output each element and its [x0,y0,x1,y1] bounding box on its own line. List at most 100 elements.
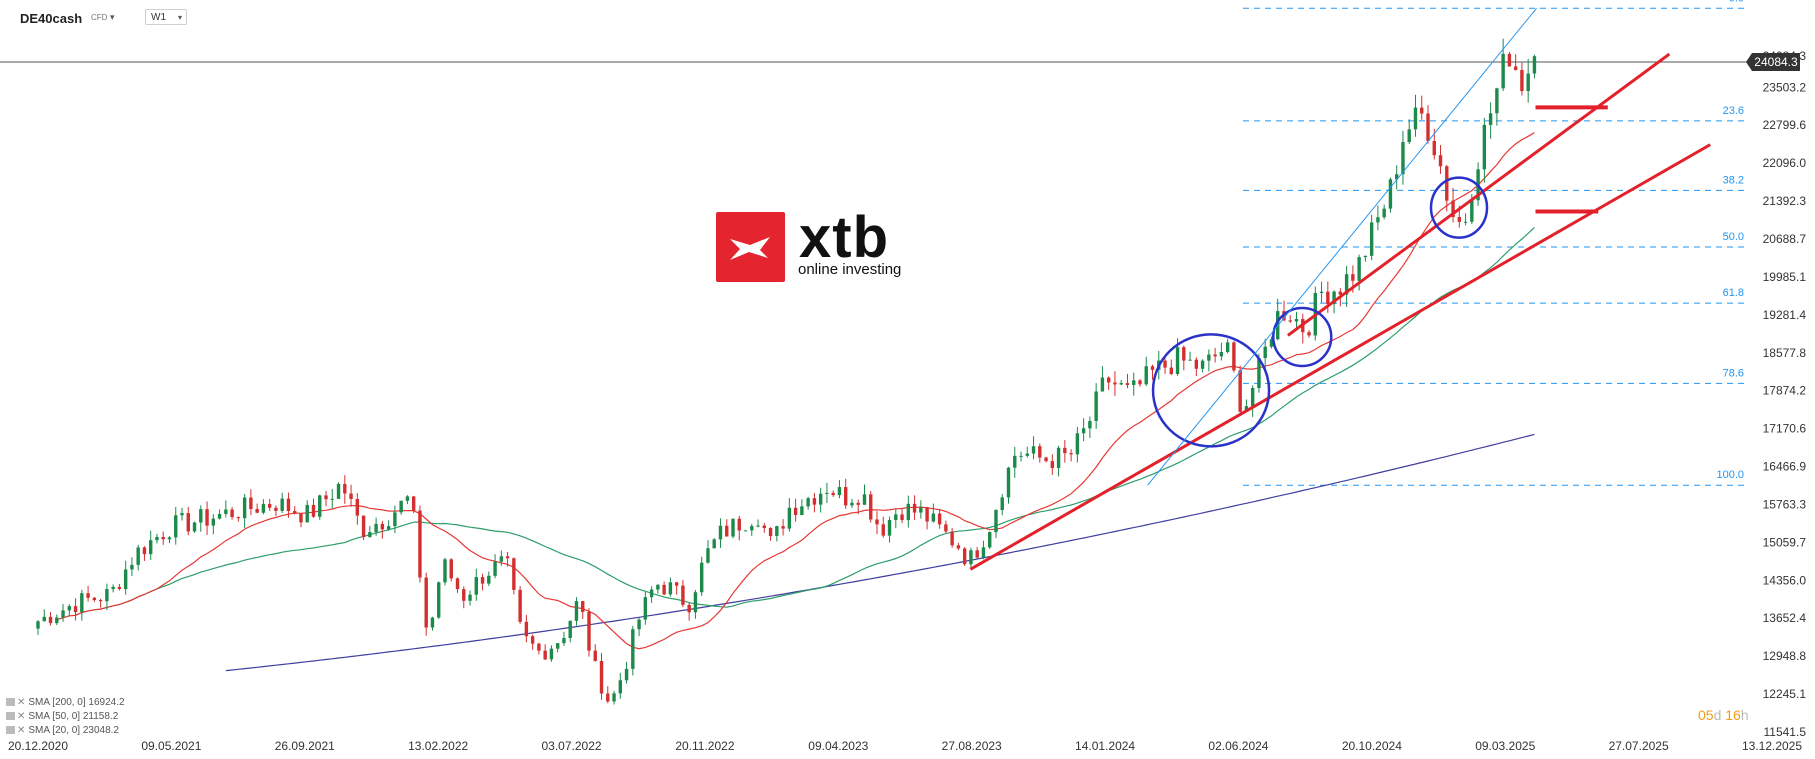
candle-body [1520,70,1524,92]
candle-body [850,502,854,506]
chevron-down-icon[interactable]: ▾ [110,12,115,22]
candle-body [1351,274,1355,281]
candle-body [430,617,435,628]
candle-body [812,498,817,505]
candle-body [1138,380,1142,385]
candle-body [793,507,798,516]
legend-item-sma20[interactable]: ✕ SMA [20, 0] 23048.2 [6,724,125,738]
current-price-tag: 24084.3 [1746,53,1800,71]
candle-body [1357,257,1361,281]
candle-body [1150,366,1155,370]
candle-body [111,586,115,590]
candle-body [86,593,90,598]
legend-item-sma50[interactable]: ✕ SMA [50, 0] 21158.2 [6,710,125,724]
candle-body [1056,447,1061,469]
close-icon[interactable]: ✕ [17,711,26,722]
price-tick-label: 19281.4 [1763,308,1807,322]
candle-body [1119,383,1123,385]
candle-body [1175,347,1180,374]
date-tick-label: 14.01.2024 [1075,739,1135,753]
symbol-label[interactable]: DE40cash [20,11,83,26]
candle-body [355,498,360,516]
candle-body [1288,320,1292,322]
candle-body [1144,366,1148,385]
candle-body [981,547,986,558]
candle-body [906,503,911,521]
candle-body [537,643,541,651]
fib-level-label: 0.0 [1729,0,1744,4]
candle-body [1019,455,1023,457]
candle-body [493,561,497,576]
candle-body [881,524,885,536]
candle-body [562,638,566,644]
trend-channel-drawings[interactable] [969,7,1712,571]
candle-body [405,496,410,501]
candle-body [274,507,278,511]
candle-body [1501,53,1505,89]
candle-body [912,503,917,513]
candle-body [1401,142,1405,175]
fib-level-label: 23.6 [1723,105,1744,117]
price-tick-label: 15059.7 [1763,535,1807,549]
candle-body [756,525,760,527]
candle-body [462,589,466,601]
candle-body [261,503,266,513]
candle-body [687,604,691,613]
legend-item-sma200[interactable]: ✕ SMA [200, 0] 16924.2 [6,696,125,710]
candle-body [267,503,272,508]
annotation-circle [1151,333,1271,448]
candle-body [73,606,78,613]
price-tick-label: 17874.2 [1763,384,1807,398]
candle-body [280,498,284,511]
price-tick-label: 12245.1 [1763,687,1807,701]
candle-body [931,513,936,522]
price-tick-label: 17170.6 [1763,422,1807,436]
candle-body [1445,166,1449,201]
candle-body [1388,179,1393,209]
price-axis[interactable]: 24084.323503.222799.622096.021392.320688… [1763,49,1807,739]
candle-body [474,577,478,595]
channel-lower-line [969,143,1712,571]
candle-body [1169,367,1173,374]
candle-body [161,536,165,540]
candle-body [1532,56,1537,74]
close-icon[interactable]: ✕ [17,725,26,736]
candle-body [67,606,72,611]
indicator-legend: ✕ SMA [200, 0] 16924.2 ✕ SMA [50, 0] 21158… [6,696,125,738]
candle-body [718,525,723,540]
candle-body [443,559,447,583]
price-tick-label: 15763.3 [1763,497,1807,511]
candle-body [1420,107,1424,114]
candle-body [806,498,810,507]
candle-body [117,586,122,590]
candle-body [994,510,998,533]
candle-body [318,495,322,517]
candle-body [123,569,128,590]
candle-body [136,547,140,565]
candle-body [1319,291,1324,293]
time-axis[interactable]: 20.12.2020 09.05.2021 26.09.2021 13.02.2022… [8,739,1802,753]
close-icon[interactable]: ✕ [17,697,26,708]
fib-level-label: 38.2 [1723,174,1744,186]
candle-body [411,496,416,511]
countdown-hours-unit: h [1740,707,1749,723]
candle-body [555,643,560,649]
candle-body [762,525,767,529]
candle-body [1050,461,1055,469]
candle-body [1213,354,1217,357]
candle-body [975,550,979,558]
candle-body [731,518,735,537]
candle-body [242,497,247,519]
candle-body [330,498,334,500]
candle-body [1269,339,1274,347]
candle-body [950,531,954,546]
timeframe-select[interactable]: W1 ▾ [145,9,187,25]
fib-level-label: 100.0 [1716,469,1744,481]
candle-body [1132,380,1136,385]
candle-body [92,597,97,601]
candle-body [818,493,823,505]
chevron-down-icon: ▾ [177,13,182,22]
candle-body [399,500,403,513]
